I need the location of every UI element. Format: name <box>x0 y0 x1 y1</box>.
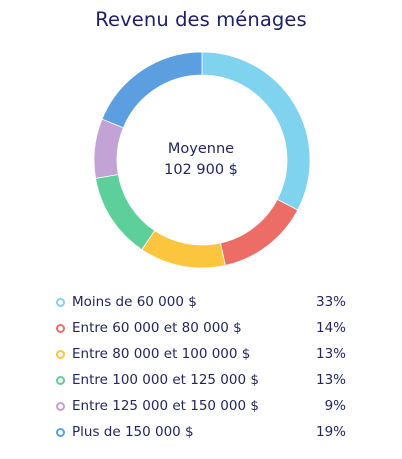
legend-item: Entre 80 000 et 100 000 $ 13% <box>56 344 346 365</box>
donut-slice-1 <box>201 51 311 211</box>
donut-slice-2 <box>219 198 299 266</box>
legend-label: Entre 60 000 et 80 000 $ <box>72 320 242 336</box>
center-value: 102 900 $ <box>164 162 238 178</box>
legend-value: 33% <box>315 294 346 310</box>
legend-value: 19% <box>315 424 346 440</box>
legend-value: 9% <box>324 398 346 414</box>
legend-marker <box>56 350 65 359</box>
legend-item: Moins de 60 000 $ 33% <box>56 292 346 313</box>
legend: Moins de 60 000 $ 33% Entre 60 000 et 80 0… <box>56 292 346 448</box>
legend-marker <box>56 298 65 307</box>
legend-label: Entre 125 000 et 150 000 $ <box>72 398 259 414</box>
legend-value: 13% <box>315 346 346 362</box>
legend-label: Moins de 60 000 $ <box>72 294 197 310</box>
legend-marker <box>56 428 65 437</box>
legend-item: Entre 60 000 et 80 000 $ 14% <box>56 318 346 339</box>
legend-value: 14% <box>315 320 346 336</box>
legend-marker <box>56 324 65 333</box>
legend-value: 13% <box>315 372 346 388</box>
donut-chart <box>93 51 311 269</box>
legend-item: Entre 100 000 et 125 000 $ 13% <box>56 370 346 391</box>
legend-label: Entre 100 000 et 125 000 $ <box>72 372 259 388</box>
donut-slice-4 <box>95 174 156 251</box>
donut-slice-6 <box>101 51 203 129</box>
legend-label: Entre 80 000 et 100 000 $ <box>72 346 251 362</box>
legend-marker <box>56 376 65 385</box>
donut-slice-3 <box>141 230 226 269</box>
legend-marker <box>56 402 65 411</box>
legend-item: Entre 125 000 et 150 000 $ 9% <box>56 396 346 417</box>
legend-label: Plus de 150 000 $ <box>72 424 194 440</box>
legend-item: Plus de 150 000 $ 19% <box>56 422 346 443</box>
chart-title: Revenu des ménages <box>95 8 307 31</box>
center-label: Moyenne <box>167 141 235 157</box>
